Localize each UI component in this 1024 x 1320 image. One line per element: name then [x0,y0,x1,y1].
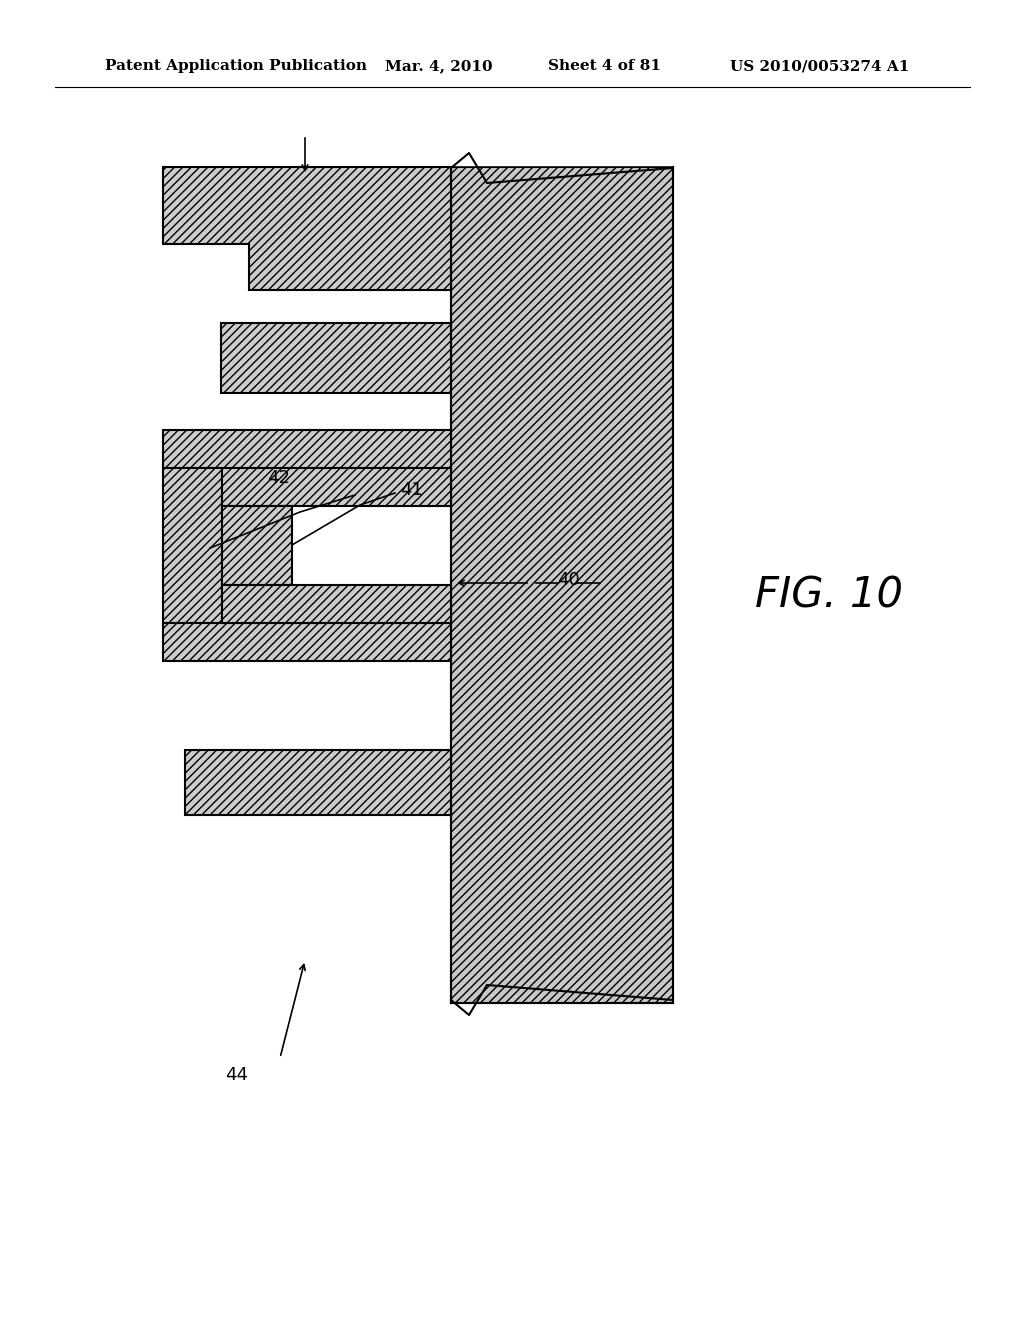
Text: Patent Application Publication: Patent Application Publication [105,59,367,73]
Polygon shape [222,506,292,585]
Text: 42: 42 [267,469,290,487]
Polygon shape [222,585,451,623]
Text: FIG. 10: FIG. 10 [755,574,903,616]
Polygon shape [222,469,451,506]
Polygon shape [163,623,451,661]
Text: US 2010/0053274 A1: US 2010/0053274 A1 [730,59,909,73]
Polygon shape [451,168,673,1003]
Text: Sheet 4 of 81: Sheet 4 of 81 [548,59,662,73]
Polygon shape [163,430,451,469]
Text: Mar. 4, 2010: Mar. 4, 2010 [385,59,493,73]
Polygon shape [163,469,222,623]
Text: 40: 40 [557,572,580,589]
Text: 41: 41 [400,480,423,499]
Text: 44: 44 [225,1067,248,1084]
Polygon shape [185,750,451,814]
Polygon shape [221,323,451,393]
Polygon shape [163,168,451,290]
